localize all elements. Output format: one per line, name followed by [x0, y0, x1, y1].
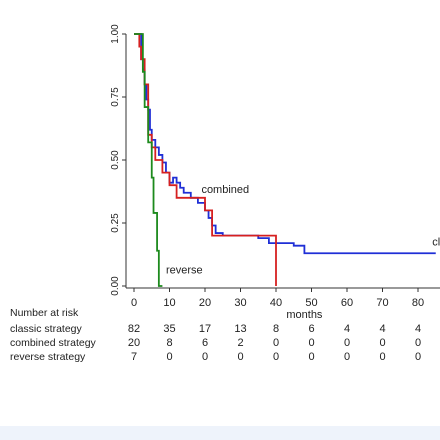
risk-value: 4: [379, 323, 385, 335]
y-tick-label: 1.00: [110, 24, 121, 44]
risk-value: 0: [273, 337, 279, 349]
bottom-band: [0, 426, 440, 440]
risk-value: 82: [128, 323, 140, 335]
y-tick-label: 0.75: [110, 87, 121, 107]
risk-value: 0: [273, 351, 279, 363]
risk-value: 7: [131, 351, 137, 363]
x-tick-label: 10: [163, 297, 175, 309]
annotation-label: combined: [201, 184, 249, 196]
risk-value: 0: [344, 351, 350, 363]
risk-value: 20: [128, 337, 140, 349]
series-line-combined: [134, 33, 277, 286]
risk-value: 0: [237, 351, 243, 363]
risk-value: 0: [202, 351, 208, 363]
risk-value: 13: [234, 323, 246, 335]
risk-value: 6: [202, 337, 208, 349]
y-tick-label: 0.25: [110, 213, 121, 233]
risk-value: 6: [308, 323, 314, 335]
risk-value: 0: [379, 351, 385, 363]
risk-row-label: reverse strategy: [10, 351, 86, 363]
risk-value: 35: [163, 323, 175, 335]
risk-value: 4: [415, 323, 421, 335]
risk-value: 0: [166, 351, 172, 363]
risk-value: 0: [344, 337, 350, 349]
series-line-classic: [134, 33, 436, 255]
risk-row-label: classic strategy: [10, 323, 83, 335]
x-tick-label: 40: [270, 297, 282, 309]
x-tick-label: 0: [131, 297, 137, 309]
risk-value: 0: [308, 351, 314, 363]
x-tick-label: 70: [376, 297, 388, 309]
risk-value: 17: [199, 323, 211, 335]
x-tick-label: 20: [199, 297, 211, 309]
x-tick-label: 50: [305, 297, 317, 309]
risk-value: 0: [415, 337, 421, 349]
annotation-label: reverse: [166, 264, 203, 276]
x-tick-label: 60: [341, 297, 353, 309]
series-line-reverse: [134, 33, 163, 287]
y-tick-label: 0.00: [110, 276, 121, 296]
y-tick-label: 0.50: [110, 150, 121, 170]
risk-value: 8: [273, 323, 279, 335]
x-tick-label: 30: [234, 297, 246, 309]
risk-value: 0: [415, 351, 421, 363]
risk-value: 4: [344, 323, 350, 335]
risk-value: 8: [166, 337, 172, 349]
x-axis-label: months: [286, 309, 323, 321]
risk-value: 0: [379, 337, 385, 349]
x-tick-label: 80: [412, 297, 424, 309]
risk-value: 0: [308, 337, 314, 349]
risk-row-label: combined strategy: [10, 337, 97, 349]
risk-value: 2: [237, 337, 243, 349]
risk-table-title: Number at risk: [10, 307, 79, 319]
annotation-label: cla: [432, 237, 440, 249]
